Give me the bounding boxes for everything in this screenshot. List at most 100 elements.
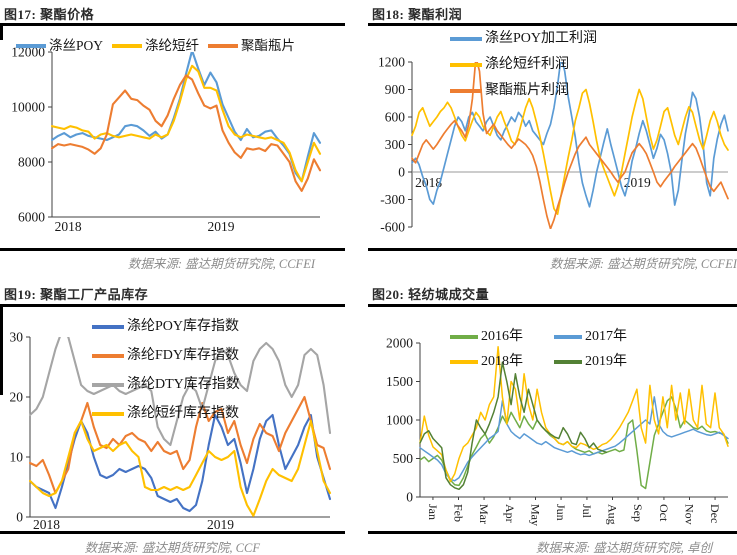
legend-swatch-icon	[92, 383, 124, 387]
legend-swatch-icon	[92, 325, 124, 329]
legend-swatch-icon	[450, 335, 478, 339]
legend-label: 聚酯瓶片利润	[485, 83, 569, 98]
legend-item: 涤纶FDY库存指数	[92, 347, 240, 365]
legend-label: 涤纶短纤利润	[485, 57, 569, 72]
legend-item: 涤纶POY库存指数	[92, 318, 240, 336]
x-tick-label: Oct	[657, 504, 671, 522]
x-tick-label: Mar	[477, 504, 491, 524]
legend-item: 2016年	[450, 328, 554, 346]
chart18-legend: 涤丝POY加工利润涤纶短纤利润 聚酯瓶片利润	[450, 30, 597, 100]
y-tick-label: 2000	[386, 336, 413, 351]
divider	[0, 23, 345, 27]
y-tick-label: 20	[10, 390, 24, 405]
divider	[0, 26, 3, 40]
legend-item: 聚酯瓶片利润	[450, 82, 597, 100]
chart19-title: 图19: 聚酯工厂产品库存	[4, 287, 149, 302]
legend-label: 涤丝POY	[49, 38, 104, 53]
y-tick-label: -300	[380, 192, 405, 207]
chart20-title: 图20: 轻纺城成交量	[372, 287, 490, 302]
x-tick-label: 2019	[207, 219, 234, 234]
legend-swatch-icon	[554, 335, 582, 339]
legend-swatch-icon	[450, 89, 482, 93]
legend-item: 涤纶短纤	[112, 37, 199, 55]
chart17-title: 图17: 聚酯价格	[4, 7, 95, 22]
y-tick-label: 10	[10, 450, 24, 465]
chart17-polyester-price-plot: 12000 10000 8000 6000 2018 2019	[11, 45, 322, 234]
series-group	[51, 52, 322, 192]
chart19-legend: 涤纶POY库存指数 涤纶FDY库存指数 涤纶DTY库存指数 涤纶短纤库存指数	[92, 318, 240, 423]
legend-swatch-icon	[450, 37, 482, 41]
y-tick-label: 30	[10, 330, 24, 345]
series-group	[419, 346, 729, 491]
x-tick-label: 2018	[33, 517, 60, 530]
chart20-legend: 2016年 2017年 2018年 2019年	[450, 328, 627, 371]
legend-swatch-icon	[92, 412, 124, 416]
chart19-source-caption: 数据来源: 盛达期货研究院, CCF	[84, 541, 260, 555]
y-tick-label: 6000	[18, 210, 45, 225]
x-tick-label: Apr	[503, 504, 517, 523]
series-line	[419, 396, 729, 482]
x-tick-label: Nov	[683, 504, 697, 525]
legend-item: 2019年	[554, 353, 627, 371]
legend-swatch-icon	[450, 360, 478, 364]
series-line	[29, 419, 332, 517]
legend-label: 涤纶短纤	[145, 38, 200, 53]
legend-item: 涤纶短纤利润	[450, 56, 597, 74]
y-tick-label: 8000	[18, 155, 45, 170]
legend-label: 2019年	[585, 354, 627, 369]
series-line	[51, 64, 322, 183]
series-line	[411, 62, 729, 229]
x-tick-label: Jul	[580, 504, 594, 519]
chart19-inventory-plot: 30 20 10 0 2018 2019	[10, 330, 332, 530]
legend-swatch-icon	[112, 44, 143, 48]
y-tick-label: 12000	[11, 45, 45, 60]
x-tick-label: 2018	[55, 219, 82, 234]
divider	[368, 531, 737, 535]
series-line	[411, 88, 729, 216]
legend-label: 涤纶FDY库存指数	[127, 348, 240, 363]
legend-label: 聚酯瓶片	[241, 38, 296, 53]
legend-item: 涤纶DTY库存指数	[92, 376, 240, 394]
series-line	[411, 62, 729, 208]
chart17-source-caption: 数据来源: 盛达期货研究院, CCFEI	[127, 257, 315, 271]
divider	[0, 248, 345, 252]
legend-swatch-icon	[208, 44, 239, 48]
divider	[368, 304, 737, 308]
y-tick-label: 500	[393, 451, 414, 466]
divider	[0, 531, 345, 535]
legend-item: 2017年	[554, 328, 627, 346]
x-tick-label: May	[529, 504, 543, 526]
chart17-legend: 涤丝POY 涤纶短纤 聚酯瓶片	[16, 37, 295, 55]
x-tick-label: Aug	[606, 504, 620, 525]
x-tick-label: Jan	[426, 504, 440, 520]
x-tick-label: 2018	[415, 175, 442, 190]
x-tick-label: 2019	[624, 175, 651, 190]
legend-item: 涤丝POY	[16, 37, 103, 55]
chart18-polyester-profit-plot: 1200 900 600 300 0 -300 -600 2018 2019	[378, 55, 729, 235]
y-tick-label: 1000	[386, 413, 413, 428]
series-line	[419, 361, 608, 491]
legend-swatch-icon	[92, 354, 124, 358]
chart18-title: 图18: 聚酯利润	[372, 7, 463, 22]
x-tick-label: Feb	[452, 504, 466, 522]
x-tick-label: 2019	[207, 517, 234, 530]
chart18-source-caption: 数据来源: 盛达期货研究院, CCFEI	[549, 257, 737, 271]
y-tick-label: 0	[16, 510, 23, 525]
divider	[368, 23, 737, 27]
y-tick-label: 900	[385, 82, 406, 97]
legend-label: 涤纶POY库存指数	[127, 319, 240, 334]
legend-label: 涤纶DTY库存指数	[127, 377, 240, 392]
divider	[0, 304, 345, 308]
y-tick-label: 0	[406, 490, 413, 505]
chart20-source-caption: 数据来源: 盛达期货研究院, 卓创	[535, 541, 712, 555]
y-tick-label: 1200	[378, 55, 405, 70]
legend-swatch-icon	[554, 360, 582, 364]
legend-label: 2018年	[481, 354, 523, 369]
legend-label: 涤纶短纤库存指数	[127, 406, 239, 421]
x-tick-label: Dec	[708, 504, 722, 523]
legend-item: 涤丝POY加工利润	[450, 30, 597, 48]
series-group	[29, 337, 332, 517]
y-tick-label: -600	[380, 220, 405, 235]
x-tick-label: Jun	[554, 504, 568, 521]
